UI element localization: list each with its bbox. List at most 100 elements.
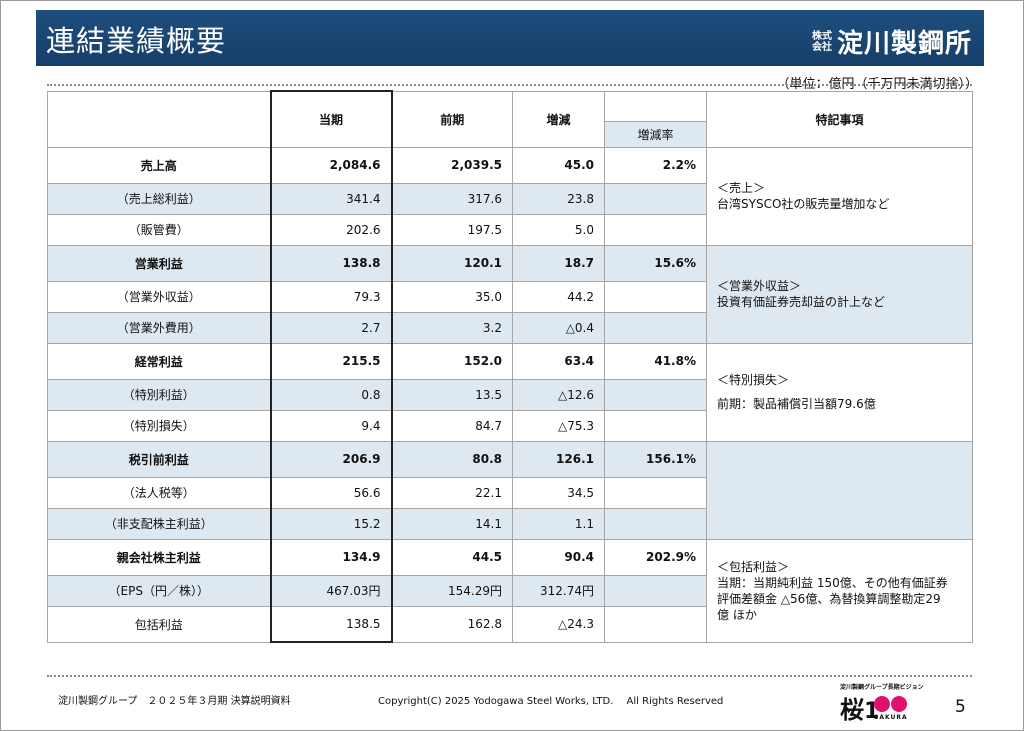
cell-change-rate	[604, 213, 707, 246]
header-rate-spacer	[604, 90, 707, 121]
page-number: 5	[955, 697, 966, 717]
cell-previous: 14.1	[391, 507, 513, 540]
row-label: 売上高	[47, 146, 271, 184]
cell-previous: 44.5	[391, 538, 513, 576]
note-line: ＜売上＞	[717, 181, 766, 195]
cell-previous: 22.1	[391, 476, 513, 509]
footer-document-name: 淀川製鋼グループ ２０２５年３月期 決算説明資料	[58, 696, 291, 707]
bottom-divider	[47, 675, 972, 677]
cell-current: 9.4	[269, 409, 393, 442]
header-change: 増減	[512, 90, 605, 148]
table-row: （販管費） 202.6 197.5 5.0	[47, 213, 973, 246]
results-table: 当期 前期 増減 特記事項 増減率 売上高 2,084.6 2,039.5 45.0 2…	[47, 90, 973, 643]
header-current: 当期	[269, 90, 393, 148]
row-label: 経常利益	[47, 342, 271, 380]
cell-change: 44.2	[512, 280, 605, 313]
header-bar: 連結業績概要 株式会社 淀川製鋼所	[36, 10, 984, 66]
note-line: 当期：当期純利益 150億、その他有価証券	[717, 575, 948, 590]
cell-previous: 152.0	[391, 342, 513, 380]
cell-change-rate: 2.2%	[604, 146, 707, 184]
cell-change-rate	[604, 311, 707, 344]
cell-previous: 80.8	[391, 440, 513, 478]
cell-change: △0.4	[512, 311, 605, 344]
cell-change-rate: 202.9%	[604, 538, 707, 576]
cell-change: 90.4	[512, 538, 605, 576]
note-line: ＜特別損失＞	[717, 373, 790, 387]
cell-previous: 84.7	[391, 409, 513, 442]
cell-current: 467.03円	[269, 574, 393, 607]
top-divider	[47, 84, 972, 86]
row-label: （営業外収益）	[47, 280, 271, 313]
header-previous: 前期	[391, 90, 513, 148]
notes-cell	[706, 440, 973, 540]
cell-current: 206.9	[269, 440, 393, 478]
cell-previous: 162.8	[391, 605, 513, 643]
cell-previous: 3.2	[391, 311, 513, 344]
cell-current: 138.5	[269, 605, 393, 643]
cell-current: 2.7	[269, 311, 393, 344]
table-row: （特別利益） 0.8 13.5 △12.6	[47, 378, 973, 411]
row-label: （法人税等）	[47, 476, 271, 509]
cell-change: △24.3	[512, 605, 605, 643]
table-row: 包括利益 138.5 162.8 △24.3	[47, 605, 973, 643]
sakura-petal-icon	[874, 696, 908, 712]
table-row: （EPS（円／株）） 467.03円 154.29円 312.74円	[47, 574, 973, 607]
table-row: （営業外収益） 79.3 35.0 44.2	[47, 280, 973, 313]
cell-change: △12.6	[512, 378, 605, 411]
note-line: 投資有価証券売却益の計上など	[717, 295, 886, 309]
header-notes: 特記事項	[706, 90, 973, 148]
table-row: （特別損失） 9.4 84.7 △75.3	[47, 409, 973, 442]
cell-change-rate	[604, 476, 707, 509]
cell-current: 79.3	[269, 280, 393, 313]
table-row: 売上高 2,084.6 2,039.5 45.0 2.2% ＜売上＞ 台湾SYSCO社の販売…	[47, 146, 973, 246]
logo-small-text: 株式会社	[811, 30, 832, 53]
cell-current: 0.8	[269, 378, 393, 411]
row-label: 税引前利益	[47, 440, 271, 478]
table-row: （営業外費用） 2.7 3.2 △0.4	[47, 311, 973, 344]
table-row: （売上総利益） 341.4 317.6 23.8	[47, 182, 973, 215]
cell-change: 63.4	[512, 342, 605, 380]
row-label: （営業外費用）	[47, 311, 271, 344]
page-title: 連結業績概要	[46, 24, 227, 58]
cell-current: 138.8	[269, 244, 393, 282]
row-label: 親会社株主利益	[47, 538, 271, 576]
notes-cell: ＜特別損失＞ 前期：製品補償引当額79.6億	[706, 342, 973, 442]
cell-change: 34.5	[512, 476, 605, 509]
notes-cell: ＜売上＞ 台湾SYSCO社の販売量増加など	[706, 146, 973, 246]
cell-change: 126.1	[512, 440, 605, 478]
cell-current: 56.6	[269, 476, 393, 509]
note-line: ＜包括利益＞	[717, 559, 790, 574]
cell-change-rate	[604, 280, 707, 313]
cell-change-rate	[604, 409, 707, 442]
cell-change-rate	[604, 378, 707, 411]
cell-previous: 317.6	[391, 182, 513, 215]
vision-logo-subtitle: 淀川製鋼グループ長期ビジョン	[840, 684, 924, 691]
cell-change-rate: 156.1%	[604, 440, 707, 478]
cell-change: △75.3	[512, 409, 605, 442]
row-label: （販管費）	[47, 213, 271, 246]
table-row: （法人税等） 56.6 22.1 34.5	[47, 476, 973, 509]
row-label: （非支配株主利益）	[47, 507, 271, 540]
footer-copyright: Copyright(C) 2025 Yodogawa Steel Works, …	[378, 696, 724, 707]
note-line: 億 ほか	[717, 607, 757, 622]
logo-main-text: 淀川製鋼所	[836, 29, 972, 59]
cell-change: 312.74円	[512, 574, 605, 607]
cell-previous: 35.0	[391, 280, 513, 313]
note-line: ＜営業外収益＞	[717, 279, 802, 293]
table-row: 営業利益 138.8 120.1 18.7 15.6% ＜営業外収益＞ 投資有価証券売却益の…	[47, 244, 973, 344]
cell-change-rate: 41.8%	[604, 342, 707, 380]
cell-change-rate: 15.6%	[604, 244, 707, 282]
header-change-rate: 増減率	[604, 120, 707, 148]
company-logo: 株式会社 淀川製鋼所	[812, 23, 972, 60]
note-line: 評価差額金 △56億、為替換算調整勘定29	[717, 591, 941, 606]
cell-change: 23.8	[512, 182, 605, 215]
cell-change: 1.1	[512, 507, 605, 540]
cell-previous: 120.1	[391, 244, 513, 282]
cell-change-rate	[604, 507, 707, 540]
table-row: 親会社株主利益 134.9 44.5 90.4 202.9% ＜包括利益＞ 当期：当期純利益…	[47, 538, 973, 643]
note-line: 台湾SYSCO社の販売量増加など	[717, 197, 890, 211]
vision-logo: 淀川製鋼グループ長期ビジョン 桜1 SAKURA	[840, 682, 940, 724]
note-line: 前期：製品補償引当額79.6億	[717, 397, 876, 411]
row-label: （EPS（円／株））	[47, 574, 271, 607]
vision-logo-word: SAKURA	[874, 714, 908, 721]
